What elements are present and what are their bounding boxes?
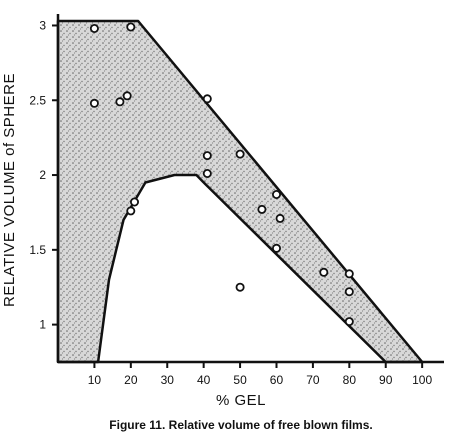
data-point: [115, 97, 125, 107]
data-point: [129, 197, 139, 207]
data-point: [202, 94, 212, 104]
data-point: [271, 189, 281, 199]
shaded-region-layer: [56, 19, 424, 364]
data-point: [126, 22, 136, 32]
x-tick-label: 10: [88, 373, 102, 387]
y-tick-label: 3: [39, 18, 46, 32]
y-tick-label: 2: [39, 168, 46, 182]
x-tick-label: 40: [197, 373, 211, 387]
y-tick-label: 1.5: [29, 243, 46, 257]
data-point: [235, 149, 245, 159]
data-points: [89, 22, 354, 327]
x-tick-label: 100: [412, 373, 432, 387]
data-point: [202, 151, 212, 161]
data-point: [319, 267, 329, 277]
data-point: [126, 206, 136, 216]
x-tick-label: 80: [343, 373, 357, 387]
figure-caption: Figure 11. Relative volume of free blown…: [109, 418, 372, 432]
data-point: [344, 287, 354, 297]
x-tick-label: 60: [270, 373, 284, 387]
data-point: [235, 282, 245, 292]
y-tick-label: 2.5: [29, 93, 46, 107]
data-point: [202, 168, 212, 178]
data-point: [344, 269, 354, 279]
data-point: [122, 91, 132, 101]
y-tick-label: 1: [39, 318, 46, 332]
x-tick-label: 50: [233, 373, 247, 387]
data-point: [89, 23, 99, 33]
axes: 10 20 30 40 50 60 70 80 90 100 1 1.5 2 2.5 3: [29, 14, 444, 387]
data-point: [344, 317, 354, 327]
data-point: [89, 98, 99, 108]
y-axis-title: RELATIVE VOLUME of SPHERE: [1, 73, 18, 307]
x-tick-label: 20: [124, 373, 138, 387]
data-point: [271, 243, 281, 253]
x-tick-label: 70: [306, 373, 320, 387]
axis-labels: % GEL RELATIVE VOLUME of SPHERE Figure 1…: [1, 73, 373, 432]
x-tick-label: 90: [379, 373, 393, 387]
shaded-region: [56, 19, 424, 364]
x-tick-label: 30: [161, 373, 175, 387]
data-point: [275, 213, 285, 223]
data-point: [257, 204, 267, 214]
x-axis-title: % GEL: [216, 392, 266, 409]
